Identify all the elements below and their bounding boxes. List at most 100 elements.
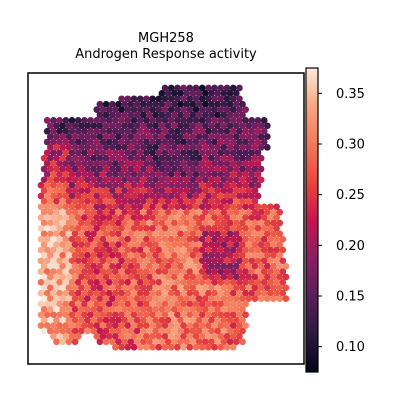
spot: [158, 90, 166, 97]
spot: [139, 100, 147, 108]
spot: [105, 322, 113, 329]
spot: [164, 316, 172, 324]
spot: [133, 273, 141, 281]
spot: [161, 235, 169, 243]
spot: [37, 203, 45, 211]
spot: [220, 230, 228, 238]
spot: [121, 198, 129, 205]
spot: [152, 122, 160, 130]
spot: [59, 284, 67, 292]
spot: [167, 149, 175, 157]
spot: [257, 252, 265, 259]
spot: [282, 273, 290, 281]
spot: [236, 333, 243, 340]
spot: [130, 279, 138, 286]
spot: [124, 203, 132, 211]
spot: [201, 208, 209, 216]
spot: [46, 133, 54, 140]
spot: [68, 300, 76, 308]
spot: [105, 311, 113, 319]
spot: [53, 295, 60, 302]
spot: [62, 203, 70, 211]
spot: [53, 154, 60, 162]
spot: [65, 230, 73, 238]
spot: [146, 252, 153, 259]
spot: [62, 235, 70, 243]
spot-layer: [37, 84, 290, 351]
spot: [220, 187, 228, 194]
spot: [205, 192, 212, 200]
spot: [180, 117, 187, 124]
spot: [50, 268, 57, 275]
spot: [192, 95, 200, 103]
spot: [201, 327, 209, 335]
spot: [77, 273, 85, 281]
spot: [198, 149, 206, 157]
spot: [189, 284, 197, 292]
spot: [118, 289, 125, 297]
spot: [198, 268, 206, 275]
spot: [217, 225, 225, 232]
spot: [152, 241, 160, 248]
spot: [93, 171, 101, 178]
spot: [133, 241, 141, 248]
spot: [177, 241, 184, 248]
spot: [84, 133, 91, 140]
spot: [115, 252, 122, 259]
spot: [279, 257, 287, 265]
spot: [257, 122, 265, 130]
spot: [81, 300, 88, 308]
spot: [217, 268, 225, 275]
spot: [211, 117, 218, 124]
spot: [195, 327, 203, 335]
spot: [183, 133, 191, 140]
spot: [53, 176, 60, 184]
spot: [164, 295, 172, 302]
spot: [40, 284, 48, 292]
spot: [108, 241, 116, 248]
spot: [87, 289, 94, 297]
spot: [232, 262, 240, 270]
spot: [282, 262, 290, 270]
spot: [118, 106, 125, 113]
spot: [263, 262, 271, 270]
spot: [183, 187, 191, 194]
spot: [155, 214, 163, 221]
spot: [164, 241, 172, 248]
spot: [105, 127, 113, 135]
spot: [174, 268, 181, 275]
spot: [81, 289, 88, 297]
spot: [183, 219, 191, 227]
spot: [37, 181, 45, 189]
spot: [186, 268, 194, 275]
spot: [74, 214, 82, 221]
spot: [229, 268, 237, 275]
spot: [174, 171, 181, 178]
spot: [198, 171, 206, 178]
spot: [248, 138, 256, 146]
colorbar-tick-label: 0.35: [336, 87, 365, 102]
spot: [180, 225, 187, 232]
spot: [136, 246, 144, 254]
spot: [192, 84, 200, 92]
spot: [68, 149, 76, 157]
spot: [214, 187, 222, 194]
spot: [242, 149, 249, 157]
spot: [273, 257, 280, 265]
spot: [189, 144, 197, 151]
spot: [201, 284, 209, 292]
spot: [201, 306, 209, 313]
spot: [180, 214, 187, 221]
spot: [195, 241, 203, 248]
spot: [217, 95, 225, 103]
spot: [167, 322, 175, 329]
spot: [273, 214, 280, 221]
spot: [174, 192, 181, 200]
spot: [170, 262, 178, 270]
spot: [149, 138, 156, 146]
spot: [170, 230, 178, 238]
spot: [96, 273, 104, 281]
spot: [220, 295, 228, 302]
spot: [276, 284, 284, 292]
spot: [65, 165, 73, 173]
